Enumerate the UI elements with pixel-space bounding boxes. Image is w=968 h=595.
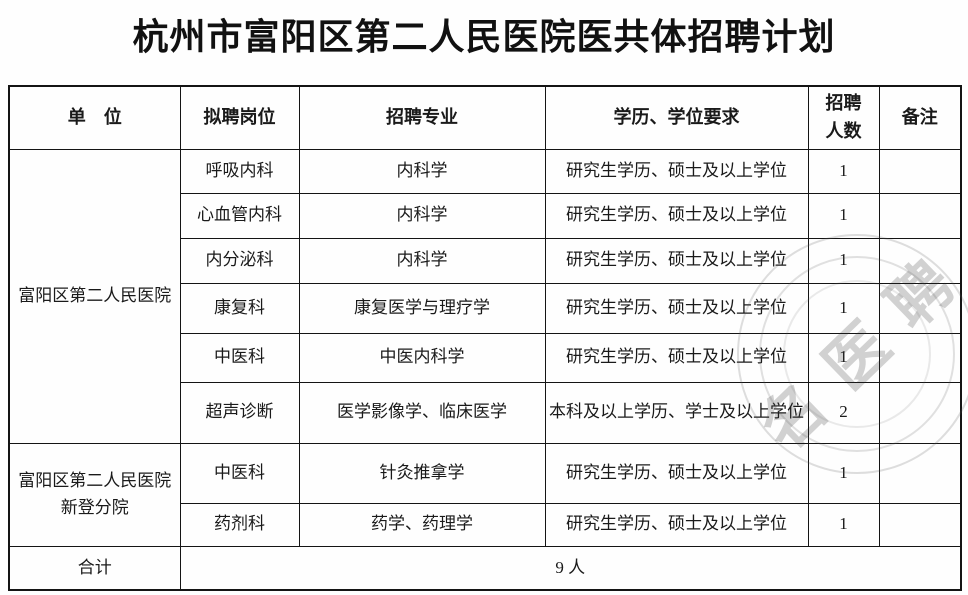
table-row: 富阳区第二人民医院 新登分院 中医科 针灸推拿学 研究生学历、硕士及以上学位 1: [8, 442, 962, 547]
cell-position: 内分泌科: [179, 237, 300, 284]
footer-total-label: 合计: [8, 545, 181, 591]
cell-note: [878, 442, 962, 504]
cell-major: 药学、药理学: [298, 502, 546, 547]
header-requirement: 学历、学位要求: [544, 85, 809, 150]
cell-note: [878, 381, 962, 444]
cell-position: 呼吸内科: [179, 148, 300, 194]
cell-requirement: 研究生学历、硕士及以上学位: [544, 148, 809, 194]
cell-count: 1: [807, 148, 880, 194]
cell-requirement: 研究生学历、硕士及以上学位: [544, 237, 809, 284]
cell-count: 2: [807, 381, 880, 444]
cell-note: [878, 237, 962, 284]
cell-requirement: 研究生学历、硕士及以上学位: [544, 282, 809, 334]
cell-requirement: 研究生学历、硕士及以上学位: [544, 192, 809, 239]
cell-requirement: 研究生学历、硕士及以上学位: [544, 332, 809, 383]
header-position: 拟聘岗位: [179, 85, 300, 150]
cell-note: [878, 282, 962, 334]
cell-note: [878, 192, 962, 239]
cell-count: 1: [807, 282, 880, 334]
cell-position: 药剂科: [179, 502, 300, 547]
header-note: 备注: [878, 85, 962, 150]
cell-major: 医学影像学、临床医学: [298, 381, 546, 444]
table-header-row: 单 位 拟聘岗位 招聘专业 学历、学位要求 招聘 人数 备注: [8, 85, 962, 150]
cell-major: 针灸推拿学: [298, 442, 546, 504]
cell-position: 康复科: [179, 282, 300, 334]
cell-major: 康复医学与理疗学: [298, 282, 546, 334]
cell-position: 中医科: [179, 442, 300, 504]
cell-count: 1: [807, 192, 880, 239]
cell-major: 内科学: [298, 237, 546, 284]
cell-requirement: 研究生学历、硕士及以上学位: [544, 442, 809, 504]
table-row: 超声诊断 医学影像学、临床医学 本科及以上学历、学士及以上学位 2: [9, 381, 962, 444]
table-footer-row: 合计 9 人: [8, 545, 962, 591]
cell-count: 1: [807, 502, 880, 547]
cell-position: 心血管内科: [179, 192, 300, 239]
cell-requirement: 研究生学历、硕士及以上学位: [544, 502, 809, 547]
header-count: 招聘 人数: [807, 85, 880, 150]
cell-major: 内科学: [298, 148, 546, 194]
header-unit: 单 位: [8, 85, 181, 150]
recruitment-table: 单 位 拟聘岗位 招聘专业 学历、学位要求 招聘 人数 备注 富阳区第二人民医院…: [8, 85, 962, 591]
table-row: 中医科 中医内科学 研究生学历、硕士及以上学位 1: [9, 332, 962, 383]
cell-requirement: 本科及以上学历、学士及以上学位: [544, 381, 809, 444]
cell-position: 超声诊断: [179, 381, 300, 444]
cell-note: [878, 332, 962, 383]
cell-count: 1: [807, 442, 880, 504]
footer-total-value: 9 人: [179, 545, 962, 591]
page-title: 杭州市富阳区第二人民医院医共体招聘计划: [132, 17, 836, 57]
cell-position: 中医科: [179, 332, 300, 383]
unit-cell-group2: 富阳区第二人民医院 新登分院: [8, 442, 181, 547]
table-row: 康复科 康复医学与理疗学 研究生学历、硕士及以上学位 1: [9, 282, 962, 334]
cell-count: 1: [807, 332, 880, 383]
header-major: 招聘专业: [298, 85, 546, 150]
table-row: 内分泌科 内科学 研究生学历、硕士及以上学位 1: [9, 237, 962, 284]
cell-count: 1: [807, 237, 880, 284]
cell-note: [878, 148, 962, 194]
cell-major: 内科学: [298, 192, 546, 239]
cell-note: [878, 502, 962, 547]
unit-cell-group1: 富阳区第二人民医院: [8, 148, 181, 444]
table-row: 心血管内科 内科学 研究生学历、硕士及以上学位 1: [9, 192, 962, 239]
table-row: 富阳区第二人民医院 呼吸内科 内科学 研究生学历、硕士及以上学位 1: [8, 148, 962, 444]
cell-major: 中医内科学: [298, 332, 546, 383]
